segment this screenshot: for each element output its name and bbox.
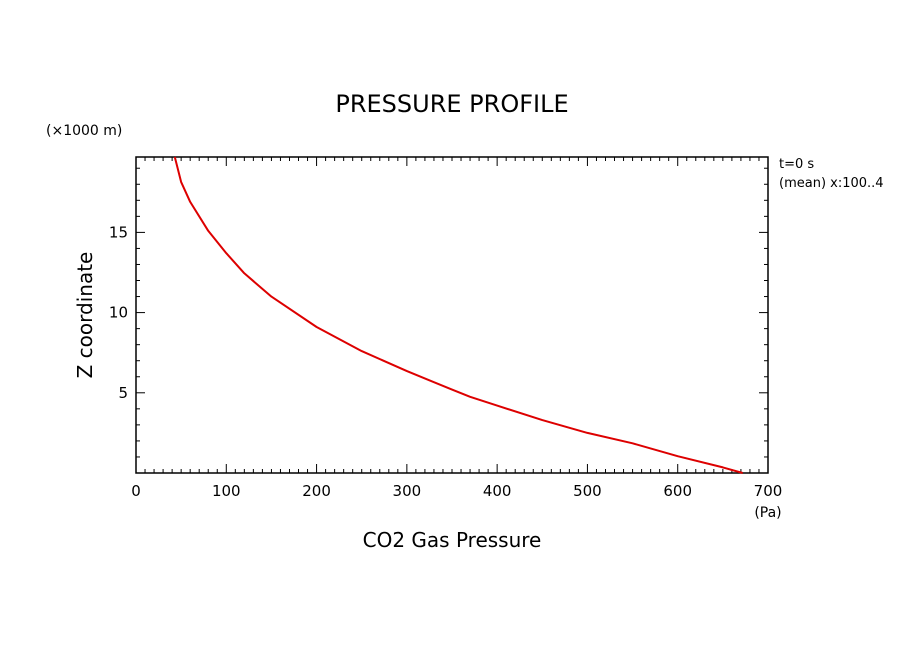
x-axis-label: CO2 Gas Pressure [363,528,542,552]
x-tick-label: 200 [302,482,331,500]
x-axis-unit: (Pa) [754,505,781,521]
plot-frame [135,156,769,474]
y-axis-unit: (×1000 m) [46,123,122,139]
axis-ticks [135,157,769,474]
series-line [173,156,743,474]
y-tick-label: 10 [109,304,128,322]
tick-labels: 0 100 200 300 400 500 600 700 5 10 15 [109,223,782,500]
annotation-mean: (mean) x:100..4 [779,176,884,191]
x-tick-label: 700 [754,482,783,500]
x-tick-label: 600 [663,482,692,500]
x-tick-label: 300 [393,482,422,500]
chart-title: PRESSURE PROFILE [335,90,568,118]
annotation-time: t=0 s [779,157,814,172]
x-tick-label: 400 [483,482,512,500]
x-tick-label: 0 [131,482,141,500]
x-tick-label: 100 [212,482,241,500]
y-tick-label: 15 [109,223,128,241]
y-axis-label: Z coordinate [73,252,97,379]
y-tick-label: 5 [118,384,128,402]
x-tick-label: 500 [573,482,602,500]
